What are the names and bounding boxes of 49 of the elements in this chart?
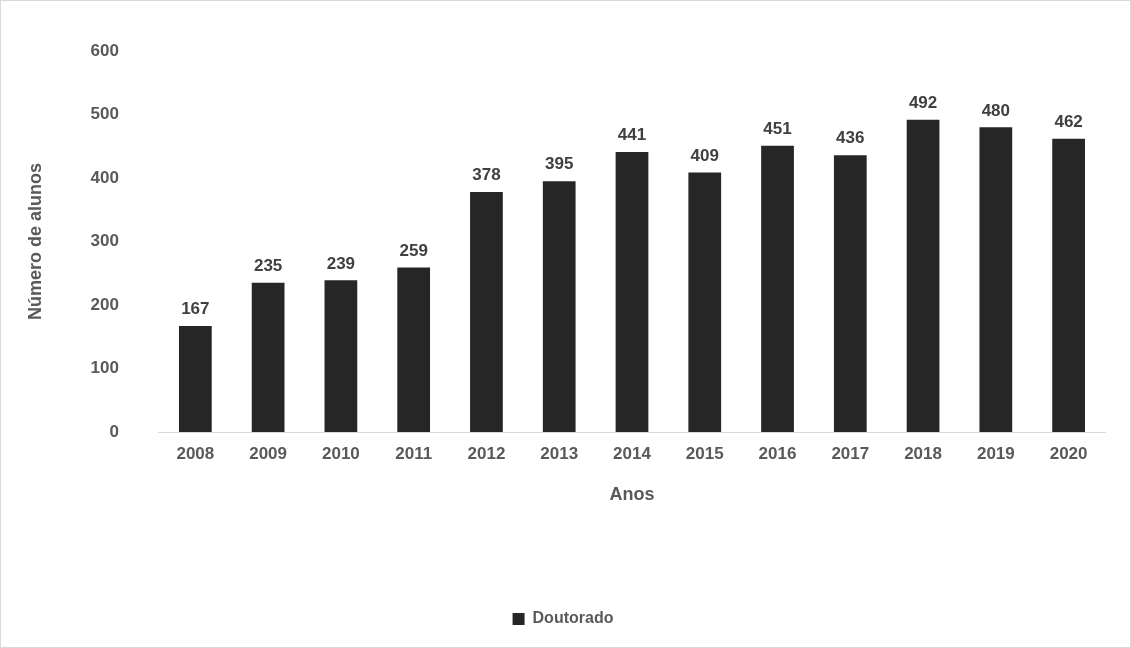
data-label: 167 bbox=[181, 299, 210, 319]
data-label: 441 bbox=[617, 125, 647, 145]
bar bbox=[251, 282, 285, 432]
x-tick-label: 2017 bbox=[831, 443, 870, 463]
data-label: 409 bbox=[690, 145, 719, 165]
x-tick-label: 2014 bbox=[613, 443, 652, 463]
x-tick-label: 2016 bbox=[758, 443, 797, 463]
bar bbox=[906, 119, 940, 432]
y-tick-label: 100 bbox=[90, 358, 119, 378]
x-tick-label: 2012 bbox=[467, 443, 506, 463]
legend-label: Doutorado bbox=[532, 609, 614, 627]
x-tick-label: 2011 bbox=[395, 443, 433, 463]
data-label: 462 bbox=[1054, 111, 1083, 131]
y-tick-label: 600 bbox=[90, 40, 119, 60]
bar bbox=[397, 267, 431, 432]
data-label: 492 bbox=[908, 92, 938, 112]
x-tick-label: 2015 bbox=[685, 443, 724, 463]
data-label: 235 bbox=[253, 256, 283, 276]
x-tick-label: 2009 bbox=[249, 443, 288, 463]
x-tick-label: 2008 bbox=[176, 443, 215, 463]
x-tick-label: 2013 bbox=[540, 443, 579, 463]
bar bbox=[470, 192, 503, 432]
y-axis-title: Número de alunos bbox=[24, 163, 45, 321]
y-tick-label: 200 bbox=[90, 294, 119, 314]
x-axis-title: Anos bbox=[609, 484, 655, 505]
bar bbox=[178, 326, 212, 432]
y-tick-label: 0 bbox=[109, 421, 119, 441]
y-tick-label: 300 bbox=[90, 231, 119, 251]
data-label: 436 bbox=[836, 128, 865, 148]
bar bbox=[542, 181, 576, 432]
data-label: 239 bbox=[326, 253, 356, 273]
x-tick-label: 2020 bbox=[1049, 443, 1088, 463]
x-tick-label: 2019 bbox=[976, 443, 1015, 463]
y-tick-label: 500 bbox=[90, 104, 119, 124]
data-label: 259 bbox=[399, 240, 428, 260]
y-tick-label: 400 bbox=[90, 167, 119, 187]
data-label: 378 bbox=[472, 165, 501, 185]
bar bbox=[688, 172, 722, 432]
bar bbox=[979, 127, 1013, 432]
bar bbox=[761, 145, 794, 432]
bar bbox=[833, 155, 867, 432]
bar bbox=[1052, 138, 1085, 432]
x-tick-label: 2010 bbox=[321, 443, 360, 463]
bar bbox=[324, 280, 358, 432]
bar bbox=[615, 152, 649, 432]
data-label: 480 bbox=[981, 100, 1011, 120]
data-label: 395 bbox=[545, 154, 574, 174]
data-label: 451 bbox=[763, 118, 792, 138]
x-tick-label: 2018 bbox=[904, 443, 942, 463]
